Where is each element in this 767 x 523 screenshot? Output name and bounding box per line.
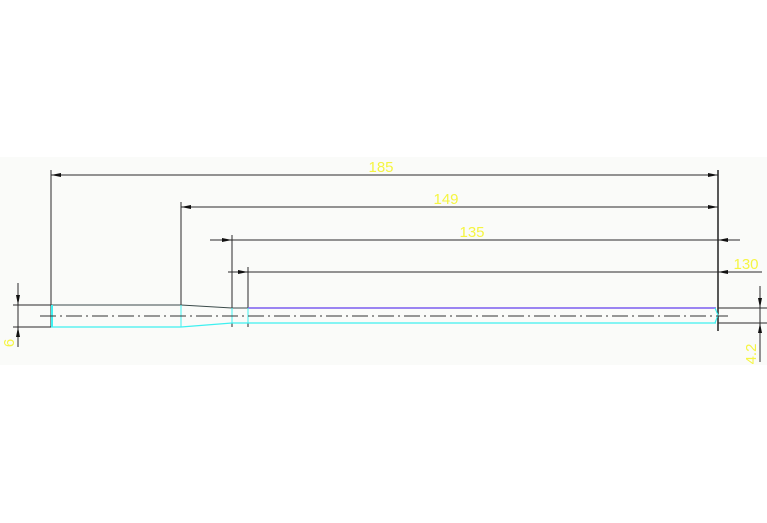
dim-text-130: 130 — [733, 256, 758, 273]
dim-text-185: 185 — [368, 159, 393, 176]
extension-lines — [13, 170, 767, 331]
shaft-outline — [40, 304, 728, 328]
drawing-area — [0, 157, 767, 365]
dim-text-6: 6 — [1, 339, 18, 347]
dim-text-4-2: 4.2 — [743, 344, 760, 365]
dim-text-135: 135 — [459, 224, 484, 241]
dim-text-149: 149 — [433, 191, 458, 208]
dimension-lines — [16, 173, 762, 362]
